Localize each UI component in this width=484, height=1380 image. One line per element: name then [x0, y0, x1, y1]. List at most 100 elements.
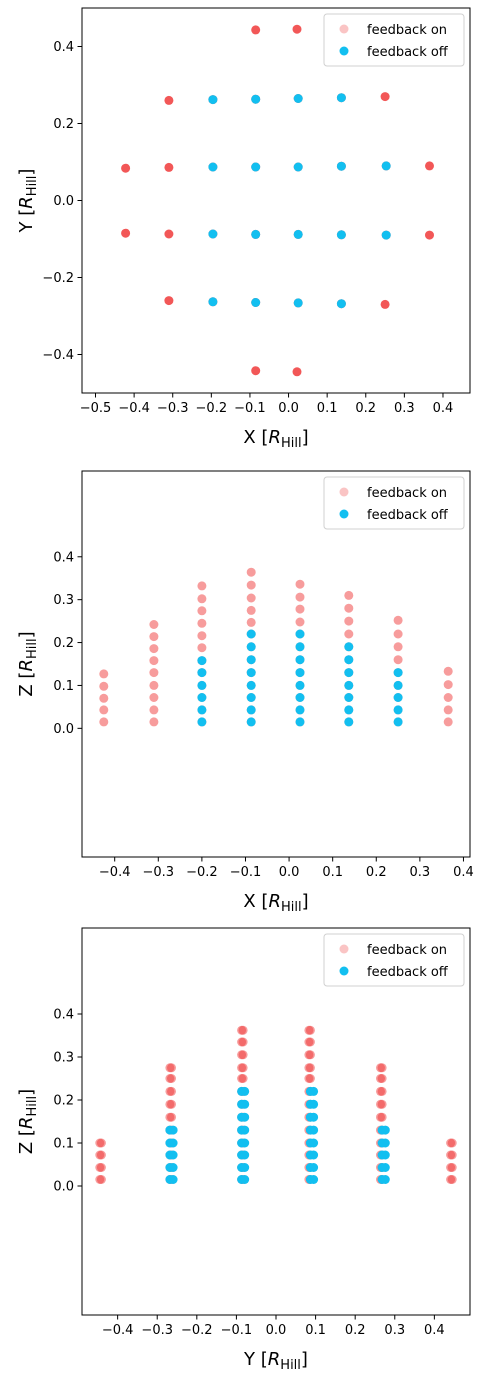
point-feedback-on — [344, 629, 354, 639]
point-feedback-on — [96, 1150, 106, 1160]
scatter-points — [121, 24, 434, 377]
y-tick-label: 0.2 — [53, 636, 74, 651]
point-feedback-on — [99, 669, 109, 679]
legend-label-feedback-off: feedback off — [367, 965, 449, 980]
point-feedback-off — [336, 299, 346, 309]
point-feedback-off — [293, 162, 303, 172]
x-tick-label: −0.2 — [196, 401, 228, 416]
y-tick-label: −0.4 — [42, 348, 74, 363]
point-feedback-on — [149, 717, 159, 727]
point-feedback-off — [240, 1163, 250, 1172]
point-feedback-on — [443, 666, 453, 676]
x-tick-label: 0.3 — [384, 1323, 405, 1338]
point-feedback-on — [393, 615, 403, 625]
point-feedback-off — [336, 93, 346, 103]
legend-label-feedback-off: feedback off — [367, 508, 449, 523]
point-feedback-on — [443, 680, 453, 690]
scatter-points — [95, 1025, 457, 1184]
panel-3: −0.4 −0.3 −0.2 −0.1 0.0 0.1 0.2 0.3 0.4 0.0 0.1 0.2… — [16, 927, 471, 1373]
point-feedback-on — [344, 603, 354, 613]
point-feedback-on — [292, 24, 302, 34]
point-feedback-off — [393, 668, 403, 678]
point-feedback-off — [240, 1112, 250, 1122]
y-tick-label: 0.4 — [53, 550, 74, 565]
y-tick-label: 0.4 — [53, 40, 74, 55]
point-feedback-off — [295, 717, 305, 727]
point-feedback-on — [393, 642, 403, 652]
point-feedback-on — [238, 1074, 248, 1083]
panel-2: −0.4 −0.3 −0.2 −0.1 0.0 0.1 0.2 0.3 0.4 0.0 0.1 0.2… — [16, 470, 474, 915]
point-feedback-off — [336, 161, 346, 171]
point-feedback-off — [309, 1175, 319, 1184]
point-feedback-off — [309, 1138, 319, 1148]
point-feedback-on — [295, 604, 305, 614]
point-feedback-on — [149, 668, 159, 678]
point-feedback-on — [376, 1099, 385, 1109]
point-feedback-off — [208, 297, 218, 307]
x-tick-label: 0.3 — [410, 865, 431, 880]
point-feedback-on — [443, 705, 453, 715]
x-tick-label: −0.3 — [157, 401, 189, 416]
x-axis-label: Y [RHill] — [243, 1349, 308, 1373]
point-feedback-on — [149, 620, 159, 629]
point-feedback-off — [309, 1099, 319, 1109]
point-feedback-off — [197, 680, 207, 690]
point-feedback-on — [446, 1150, 456, 1160]
point-feedback-on — [197, 581, 207, 591]
x-tick-label: 0.1 — [317, 401, 338, 416]
legend-marker-feedback-on — [339, 487, 349, 497]
point-feedback-off — [246, 642, 256, 652]
point-feedback-on — [246, 605, 256, 615]
x-tick-label: −0.4 — [102, 1323, 134, 1338]
point-feedback-on — [251, 25, 261, 35]
x-axis-label: X [RHill] — [243, 891, 308, 915]
point-feedback-off — [381, 230, 391, 240]
x-tick-label: −0.4 — [118, 401, 150, 416]
point-feedback-on — [376, 1112, 385, 1122]
point-feedback-on — [96, 1138, 106, 1148]
point-feedback-off — [344, 680, 354, 690]
y-tick-label: 0.0 — [53, 722, 74, 737]
legend: feedback on feedback off — [323, 476, 465, 530]
legend-marker-feedback-off — [339, 966, 349, 976]
point-feedback-off — [240, 1125, 250, 1135]
x-tick-label: 0.4 — [453, 865, 474, 880]
legend-box — [323, 476, 465, 530]
point-feedback-off — [344, 705, 354, 715]
point-feedback-on — [149, 693, 159, 702]
legend-marker-feedback-off — [339, 46, 349, 56]
point-feedback-on — [149, 644, 159, 654]
point-feedback-on — [304, 1037, 314, 1047]
point-feedback-on — [246, 617, 256, 627]
point-feedback-on — [425, 230, 434, 240]
point-feedback-off — [295, 655, 305, 665]
point-feedback-on — [149, 680, 159, 690]
point-feedback-on — [376, 1086, 385, 1096]
x-tick-label: −0.3 — [143, 865, 175, 880]
point-feedback-on — [197, 606, 207, 616]
x-tick-label: −0.2 — [181, 1323, 213, 1338]
point-feedback-off — [168, 1138, 178, 1148]
y-tick-label: 0.2 — [53, 1094, 74, 1109]
point-feedback-on — [376, 1063, 385, 1073]
point-feedback-off — [246, 680, 256, 690]
point-feedback-on — [295, 617, 305, 627]
x-tick-label: −0.1 — [234, 401, 266, 416]
point-feedback-on — [380, 299, 390, 309]
x-tick-label: 0.0 — [278, 401, 299, 416]
scatter-points — [99, 567, 453, 727]
point-feedback-off — [380, 1150, 390, 1160]
point-feedback-off — [240, 1138, 250, 1148]
point-feedback-on — [238, 1063, 248, 1073]
point-feedback-on — [96, 1175, 106, 1184]
point-feedback-off — [380, 1163, 390, 1172]
point-feedback-on — [425, 161, 434, 171]
point-feedback-off — [240, 1086, 250, 1096]
point-feedback-on — [304, 1063, 314, 1073]
legend: feedback on feedback off — [323, 13, 465, 67]
x-tick-label: −0.1 — [221, 1323, 253, 1338]
x-tick-label: 0.0 — [279, 865, 300, 880]
legend-box — [323, 933, 465, 987]
point-feedback-on — [149, 656, 159, 666]
y-tick-label: 0.1 — [53, 1137, 74, 1152]
